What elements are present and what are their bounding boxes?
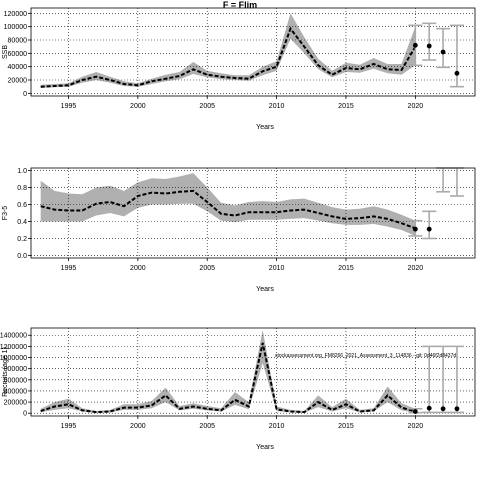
y-tick-label: 0.0 bbox=[17, 253, 27, 260]
y-tick-label: 20000 bbox=[8, 78, 28, 85]
y-tick-label: 1400000 bbox=[0, 333, 27, 340]
ssb-panel: 1995 2000 2005 2010 2015 2020 0 20000 40000 60000… bbox=[2, 7, 476, 131]
plot-frame bbox=[30, 327, 476, 417]
x-axis-label: Years bbox=[256, 286, 274, 293]
x-tick-label: 2015 bbox=[338, 265, 354, 272]
x-tick-label: 2010 bbox=[269, 103, 285, 110]
x-tick-label: 2020 bbox=[408, 423, 424, 430]
x-axis-label: Years bbox=[256, 124, 274, 131]
x-tick-label: 2000 bbox=[130, 103, 146, 110]
forecast-point bbox=[412, 226, 418, 232]
forecast-point bbox=[440, 406, 446, 412]
y-tick-label: 80000 bbox=[8, 38, 28, 45]
recruitment-panel: 1995 2000 2005 2010 2015 2020 0 200000 400000 600… bbox=[0, 327, 476, 451]
y-tick-label: 800000 bbox=[4, 366, 27, 373]
x-tick-label: 2005 bbox=[199, 423, 215, 430]
estimate-line bbox=[40, 342, 416, 414]
x-tick-label: 1995 bbox=[61, 423, 77, 430]
x-tick-label: 2005 bbox=[199, 265, 215, 272]
x-tick-label: 2015 bbox=[338, 103, 354, 110]
confidence-band bbox=[40, 173, 416, 236]
plot-frame bbox=[30, 7, 476, 97]
plot-frame bbox=[30, 167, 476, 259]
y-tick-label: 600000 bbox=[4, 377, 27, 384]
y-axis-label: Recruits (age 1) bbox=[2, 347, 9, 397]
y-tick-label: 1000000 bbox=[0, 355, 27, 362]
y-tick-label: 1.0 bbox=[17, 168, 27, 175]
y-tick-label: 60000 bbox=[8, 51, 28, 58]
x-axis-label: Years bbox=[256, 444, 274, 451]
forecast-point bbox=[440, 49, 446, 55]
y-tick-label: 0 bbox=[23, 411, 27, 418]
y-tick-label: 0.4 bbox=[17, 219, 27, 226]
x-tick-label: 2005 bbox=[199, 103, 215, 110]
confidence-band bbox=[40, 329, 416, 413]
x-tick-label: 2020 bbox=[408, 103, 424, 110]
forecast-point bbox=[426, 226, 432, 232]
assessment-watermark: stockassessment.org_FM8266_2021_Assessme… bbox=[275, 353, 456, 359]
y-tick-label: 40000 bbox=[8, 64, 28, 71]
x-tick-label: 2010 bbox=[269, 423, 285, 430]
y-tick-label: 0 bbox=[23, 91, 27, 98]
y-tick-label: 100000 bbox=[4, 24, 27, 31]
y-tick-label: 0.6 bbox=[17, 202, 27, 209]
confidence-band bbox=[40, 13, 416, 88]
forecast-point bbox=[412, 409, 418, 414]
forecast-point bbox=[454, 70, 460, 76]
y-tick-label: 200000 bbox=[4, 400, 27, 407]
forecast-point bbox=[412, 42, 418, 48]
figure-title: F = Flim bbox=[223, 0, 257, 10]
y-tick-label: 1200000 bbox=[0, 344, 27, 351]
x-tick-label: 2010 bbox=[269, 265, 285, 272]
x-tick-label: 2000 bbox=[130, 265, 146, 272]
x-tick-label: 1995 bbox=[61, 103, 77, 110]
forecast-point bbox=[426, 43, 432, 49]
y-tick-label: 400000 bbox=[4, 388, 27, 395]
estimate-line bbox=[40, 26, 417, 88]
y-tick-label: 0.2 bbox=[17, 236, 27, 243]
y-tick-label: 120000 bbox=[4, 11, 27, 18]
x-tick-label: 2015 bbox=[338, 423, 354, 430]
forecast-point bbox=[426, 405, 432, 411]
y-axis-label: SSB bbox=[2, 45, 9, 59]
y-tick-label: 0.8 bbox=[17, 185, 27, 192]
x-tick-label: 2000 bbox=[130, 423, 146, 430]
y-axis-label: F3-5 bbox=[2, 206, 9, 221]
fishing-mortality-panel: 1995 2000 2005 2010 2015 2020 0.0 0.2 0.4 0.6 0.8 1… bbox=[2, 167, 476, 293]
x-tick-label: 1995 bbox=[61, 265, 77, 272]
forecast-point bbox=[454, 406, 460, 412]
x-tick-label: 2020 bbox=[408, 265, 424, 272]
